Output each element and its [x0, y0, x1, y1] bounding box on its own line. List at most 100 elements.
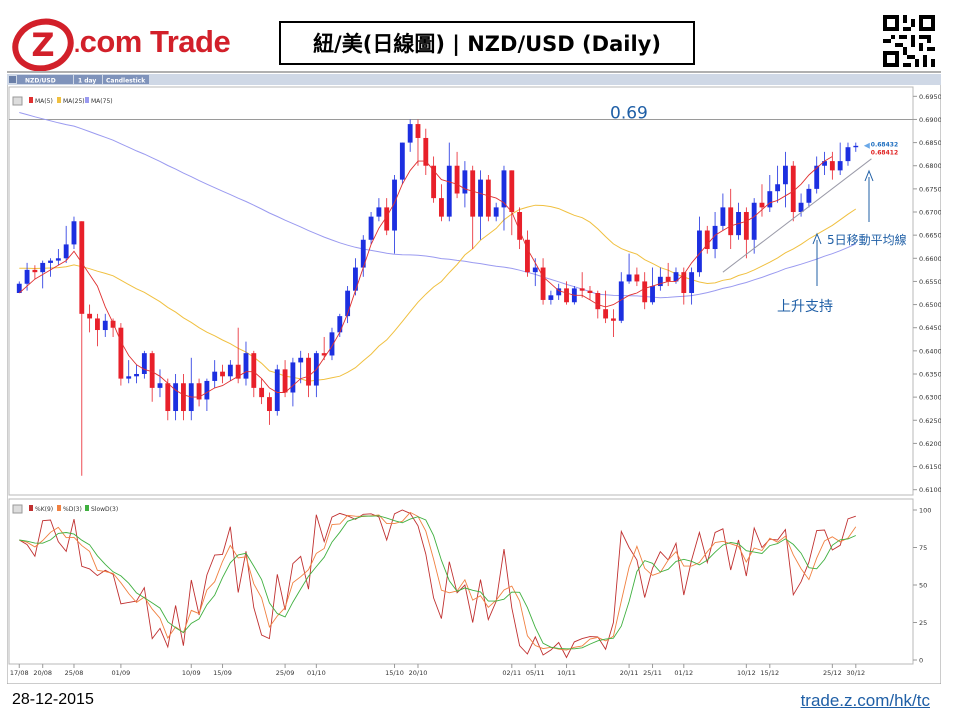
candle-body [220, 371, 225, 377]
candle-body [564, 288, 569, 303]
ma5-line [19, 156, 833, 398]
candle-body [603, 309, 609, 319]
date-tick-label: 15/10 [385, 669, 404, 677]
candle-body [259, 387, 265, 398]
period-tab[interactable] [74, 75, 102, 84]
candle-body [743, 212, 749, 240]
candle-body [634, 274, 640, 282]
stoch-d-line [19, 511, 857, 651]
date-tick-label: 10/09 [182, 669, 201, 677]
footer-date: 28-12-2015 [12, 691, 94, 708]
candle-body [853, 145, 859, 148]
candle-body [353, 267, 358, 291]
legend-label: SlowD(3) [91, 506, 118, 513]
candle-body [673, 272, 679, 282]
candle-body [243, 353, 249, 379]
legend-label: MA(5) [35, 98, 53, 105]
candle-body [439, 198, 444, 217]
stochastic-axis: 100 75 50 25 0 [913, 507, 931, 665]
candle-body [478, 179, 483, 217]
candle-body [837, 161, 843, 171]
zcom-trade-logo: Z .com Trade [12, 18, 244, 72]
candle-body [196, 383, 202, 400]
candle-body [102, 320, 108, 331]
logo-text: .com Trade [74, 24, 231, 59]
candle-body [274, 369, 280, 412]
resistance-label: 0.69 [610, 103, 648, 123]
candle-body [470, 170, 476, 217]
symbol-tab[interactable] [17, 75, 73, 84]
stochastic-legend: %K(9) %D(3) SlowD(3) [12, 504, 118, 514]
footer-link[interactable]: trade.z.com/hk/tc [800, 691, 930, 710]
candle-body [759, 202, 765, 208]
candle-body [493, 207, 499, 217]
candle-body [587, 290, 593, 293]
stoch-tick-label: 50 [919, 582, 927, 590]
candle-body [227, 364, 233, 377]
style-tab[interactable] [103, 75, 149, 84]
z-logo-icon: Z [12, 18, 74, 72]
candle-body [697, 230, 702, 273]
candle-body [579, 288, 585, 291]
candle-body [689, 272, 695, 293]
candle-body [329, 332, 335, 356]
date-axis: 17/08 20/08 25/08 01/09 10/09 15/09 25/09 01/10… [10, 664, 865, 677]
candle-body [712, 225, 718, 250]
candle-body [626, 274, 632, 282]
candle-body [446, 165, 452, 217]
date-tick-label: 20/08 [33, 669, 52, 677]
candle-body [431, 165, 437, 199]
candle-body [657, 276, 663, 287]
candle-body [157, 383, 163, 388]
date-tick-label: 25/09 [276, 669, 295, 677]
candle-body [321, 353, 327, 356]
candle-body [16, 283, 22, 293]
candle-body [595, 293, 601, 310]
candle-body [32, 269, 38, 273]
legend-swatch [57, 505, 61, 511]
style-label: Candlestick [106, 78, 146, 85]
candle-body [611, 318, 616, 321]
candle-body [532, 267, 538, 273]
legend-swatch [85, 97, 89, 103]
date-tick-label: 01/12 [674, 669, 693, 677]
candle-body [149, 353, 155, 388]
candle-body [704, 230, 710, 250]
date-tick-label: 25/08 [65, 669, 84, 677]
chart-toolbar [7, 74, 941, 85]
svg-text:Z: Z [31, 26, 54, 64]
current-price-marker [863, 142, 870, 149]
candle-body [548, 295, 554, 300]
candle-body [24, 269, 30, 284]
candle-body [501, 170, 507, 208]
annotation-arrow-head [812, 232, 822, 245]
candle-body [767, 191, 773, 208]
candle-body [118, 327, 124, 379]
ma5-annotation: 5日移動平均線 [827, 232, 907, 247]
candle-body [806, 188, 812, 203]
support-trendline [722, 158, 872, 273]
candle-body [384, 207, 390, 231]
candle-body [845, 147, 851, 162]
current-price-label: 0.68432 [871, 142, 898, 149]
legend-label: MA(75) [91, 98, 113, 105]
date-tick-label: 15/12 [760, 669, 779, 677]
candle-body [376, 207, 382, 217]
flag-icon [9, 76, 16, 83]
candle-body [71, 221, 77, 245]
candle-body [775, 184, 781, 192]
date-tick-label: 15/09 [213, 669, 232, 677]
